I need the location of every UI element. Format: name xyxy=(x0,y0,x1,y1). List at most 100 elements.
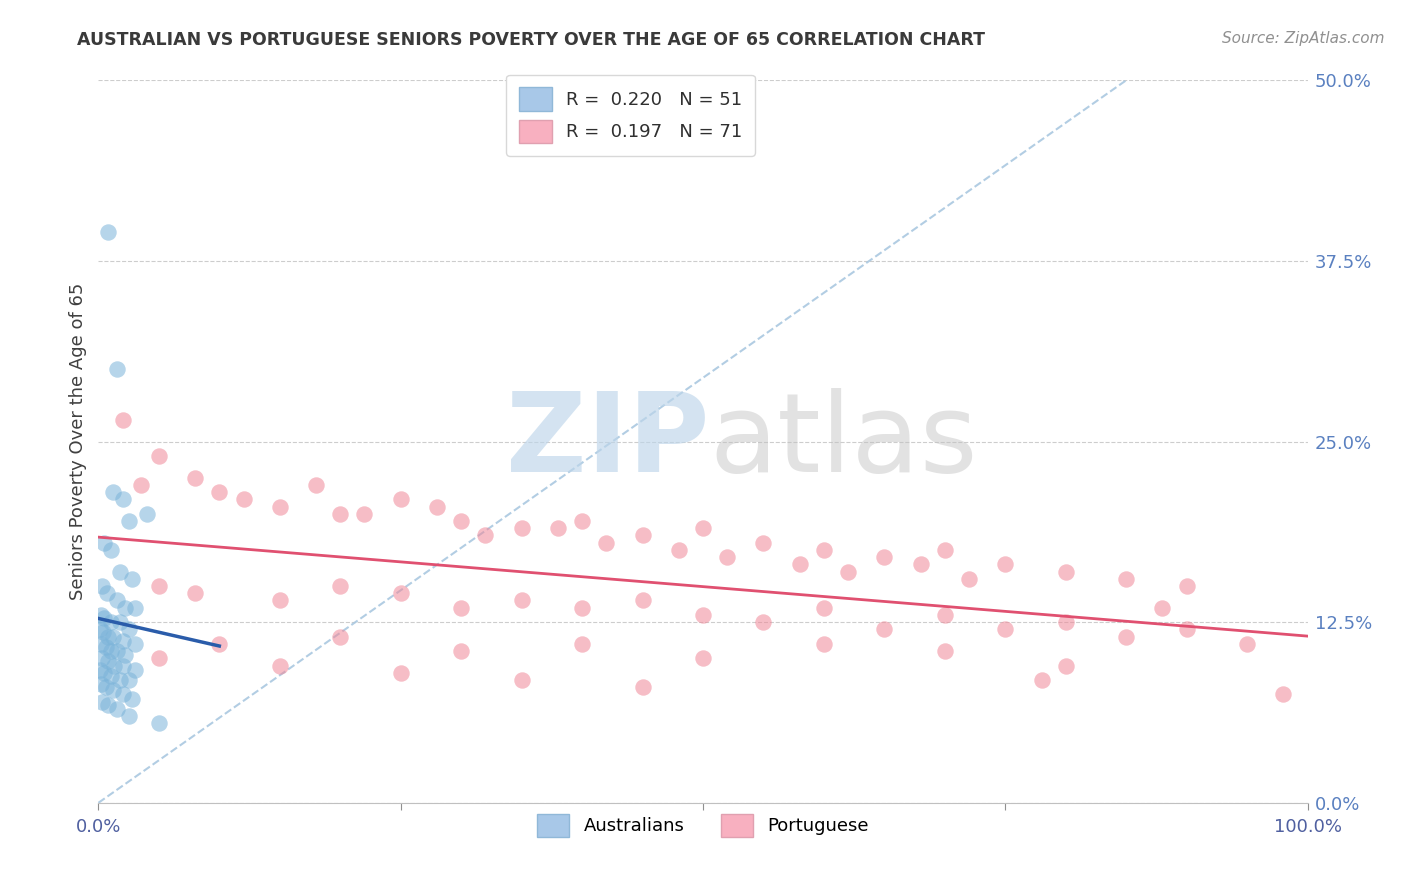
Point xyxy=(105,593,128,607)
Point xyxy=(813,600,835,615)
Point xyxy=(269,658,291,673)
Point xyxy=(101,630,124,644)
Point xyxy=(148,651,170,665)
Point xyxy=(101,683,124,698)
Point xyxy=(91,651,114,665)
Point xyxy=(94,680,117,694)
Point xyxy=(97,225,120,239)
Point xyxy=(111,413,134,427)
Point xyxy=(108,615,131,630)
Point xyxy=(305,478,328,492)
Point xyxy=(121,691,143,706)
Point xyxy=(91,625,114,640)
Point xyxy=(1054,615,1077,630)
Point xyxy=(124,663,146,677)
Point xyxy=(96,586,118,600)
Point xyxy=(105,644,128,658)
Point xyxy=(692,607,714,622)
Point xyxy=(813,542,835,557)
Point xyxy=(101,485,124,500)
Point xyxy=(450,600,472,615)
Point xyxy=(100,644,122,658)
Point xyxy=(547,521,569,535)
Point xyxy=(1054,658,1077,673)
Point xyxy=(269,500,291,514)
Point xyxy=(108,565,131,579)
Point xyxy=(129,478,152,492)
Point xyxy=(873,550,896,565)
Point xyxy=(108,673,131,687)
Point xyxy=(111,634,134,648)
Point xyxy=(118,623,141,637)
Point xyxy=(716,550,738,565)
Point xyxy=(426,500,449,514)
Point xyxy=(97,630,120,644)
Point xyxy=(114,648,136,663)
Point xyxy=(934,644,956,658)
Point xyxy=(450,514,472,528)
Point xyxy=(353,507,375,521)
Point xyxy=(1236,637,1258,651)
Point xyxy=(510,593,533,607)
Point xyxy=(692,651,714,665)
Point xyxy=(631,528,654,542)
Point xyxy=(329,507,352,521)
Point xyxy=(789,558,811,572)
Point xyxy=(510,521,533,535)
Point xyxy=(571,600,593,615)
Point xyxy=(1031,673,1053,687)
Point xyxy=(631,680,654,694)
Legend: Australians, Portuguese: Australians, Portuguese xyxy=(530,806,876,845)
Point xyxy=(111,687,134,701)
Point xyxy=(668,542,690,557)
Point xyxy=(184,471,207,485)
Point xyxy=(1175,579,1198,593)
Point xyxy=(571,637,593,651)
Point xyxy=(208,485,231,500)
Point xyxy=(97,654,120,668)
Y-axis label: Seniors Poverty Over the Age of 65: Seniors Poverty Over the Age of 65 xyxy=(69,283,87,600)
Point xyxy=(389,586,412,600)
Point xyxy=(89,663,111,677)
Point xyxy=(100,668,122,682)
Point xyxy=(837,565,859,579)
Point xyxy=(269,593,291,607)
Point xyxy=(934,607,956,622)
Point xyxy=(148,449,170,463)
Text: AUSTRALIAN VS PORTUGUESE SENIORS POVERTY OVER THE AGE OF 65 CORRELATION CHART: AUSTRALIAN VS PORTUGUESE SENIORS POVERTY… xyxy=(77,31,986,49)
Point xyxy=(450,644,472,658)
Point xyxy=(329,579,352,593)
Point xyxy=(994,623,1017,637)
Point xyxy=(124,600,146,615)
Point xyxy=(692,521,714,535)
Point xyxy=(813,637,835,651)
Text: Source: ZipAtlas.com: Source: ZipAtlas.com xyxy=(1222,31,1385,46)
Point xyxy=(595,535,617,549)
Point xyxy=(184,586,207,600)
Point xyxy=(474,528,496,542)
Point xyxy=(90,607,112,622)
Point xyxy=(111,492,134,507)
Point xyxy=(100,615,122,630)
Point xyxy=(103,658,125,673)
Point xyxy=(510,673,533,687)
Point xyxy=(1115,572,1137,586)
Point xyxy=(91,579,114,593)
Point xyxy=(124,637,146,651)
Point xyxy=(389,665,412,680)
Point xyxy=(118,709,141,723)
Point xyxy=(111,658,134,673)
Point xyxy=(121,572,143,586)
Point xyxy=(105,362,128,376)
Point xyxy=(118,673,141,687)
Point xyxy=(105,702,128,716)
Point xyxy=(1175,623,1198,637)
Point xyxy=(232,492,254,507)
Point xyxy=(873,623,896,637)
Point xyxy=(1272,687,1295,701)
Text: ZIP: ZIP xyxy=(506,388,709,495)
Point xyxy=(114,600,136,615)
Point xyxy=(93,611,115,625)
Point xyxy=(93,665,115,680)
Point xyxy=(994,558,1017,572)
